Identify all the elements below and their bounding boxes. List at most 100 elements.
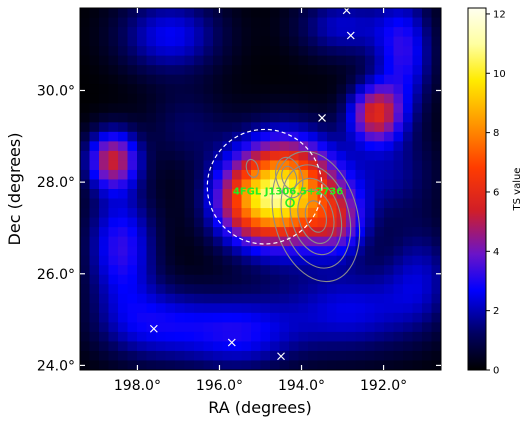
heatmap-cell: [127, 93, 138, 104]
heatmap-cell: [213, 322, 224, 333]
colorbar-tick-label: 2: [493, 306, 499, 317]
heatmap-cell: [317, 303, 328, 314]
heatmap-cell: [99, 112, 110, 123]
heatmap-cell: [232, 27, 243, 38]
heatmap-cell: [194, 65, 205, 76]
heatmap-cell: [422, 189, 433, 200]
heatmap-cell: [108, 150, 119, 162]
heatmap-cell: [80, 303, 91, 314]
heatmap-cell: [431, 322, 441, 333]
heatmap-cell: [298, 265, 309, 276]
heatmap-cell: [431, 246, 441, 257]
heatmap-cell: [279, 27, 290, 38]
heatmap-cell: [374, 274, 385, 285]
heatmap-cell: [127, 227, 138, 238]
heatmap-cell: [374, 217, 385, 228]
heatmap-cell: [194, 112, 205, 123]
heatmap-cell: [137, 293, 148, 304]
heatmap-cell: [241, 284, 252, 295]
heatmap-cell: [127, 217, 138, 228]
heatmap-cell: [336, 65, 347, 76]
heatmap-cell: [175, 27, 186, 38]
heatmap-cell: [241, 265, 252, 276]
heatmap-cell: [374, 122, 385, 133]
heatmap-cell: [336, 255, 347, 266]
heatmap-cell: [127, 8, 138, 19]
heatmap-cell: [203, 122, 214, 133]
heatmap-cell: [336, 46, 347, 57]
heatmap-cell: [118, 8, 129, 19]
heatmap-cell: [260, 150, 271, 162]
heatmap-cell: [80, 284, 91, 295]
heatmap-cell: [431, 227, 441, 238]
heatmap-cell: [251, 122, 262, 133]
heatmap-cell: [251, 65, 262, 76]
heatmap-cell: [422, 322, 433, 333]
heatmap-cell: [99, 36, 110, 47]
heatmap-cell: [289, 274, 300, 285]
heatmap-cell: [298, 141, 309, 152]
heatmap-cell: [213, 350, 224, 362]
heatmap-cell: [99, 8, 110, 19]
heatmap-cell: [336, 160, 347, 171]
heatmap-cell: [260, 350, 271, 362]
heatmap-cell: [355, 274, 366, 285]
heatmap-cell: [327, 150, 338, 162]
heatmap-cell: [241, 131, 252, 142]
heatmap-cell: [279, 255, 290, 266]
heatmap-cell: [99, 141, 110, 152]
heatmap-cell: [118, 360, 129, 370]
heatmap-cell: [203, 236, 214, 247]
heatmap-cell: [384, 284, 395, 295]
colorbar-gradient: [467, 7, 487, 371]
heatmap-cell: [222, 217, 233, 228]
heatmap-cell: [184, 46, 195, 57]
heatmap-cell: [298, 179, 309, 190]
heatmap-cell: [355, 312, 366, 323]
heatmap-cell: [393, 122, 404, 133]
heatmap-cell: [260, 179, 271, 190]
heatmap-cell: [80, 179, 91, 190]
heatmap-cell: [317, 198, 328, 209]
heatmap-cell: [317, 46, 328, 57]
heatmap-cell: [194, 8, 205, 19]
heatmap-cell: [431, 255, 441, 266]
heatmap-cell: [384, 141, 395, 152]
heatmap-cell: [251, 8, 262, 19]
heatmap-cell: [260, 46, 271, 57]
heatmap-cell: [270, 303, 281, 314]
heatmap-cell: [165, 46, 176, 57]
heatmap-cell: [146, 103, 157, 114]
heatmap-cell: [99, 341, 110, 352]
heatmap-cell: [165, 303, 176, 314]
heatmap-cell: [99, 360, 110, 370]
heatmap-cell: [175, 36, 186, 47]
y-tick-label: 26.0°: [37, 267, 75, 283]
heatmap-cell: [374, 322, 385, 333]
heatmap-cell: [222, 189, 233, 200]
heatmap-cell: [241, 8, 252, 19]
heatmap-cell: [317, 360, 328, 370]
heatmap-cell: [108, 208, 119, 219]
heatmap-cell: [260, 103, 271, 114]
heatmap-cell: [137, 341, 148, 352]
heatmap-cell: [403, 322, 414, 333]
heatmap-cell: [260, 312, 271, 323]
heatmap-cell: [146, 36, 157, 47]
heatmap-cell: [355, 112, 366, 123]
heatmap-cell: [137, 217, 148, 228]
heatmap-cell: [184, 189, 195, 200]
heatmap-cell: [241, 189, 252, 200]
heatmap-cell: [422, 179, 433, 190]
heatmap-cell: [403, 141, 414, 152]
heatmap-cell: [422, 93, 433, 104]
heatmap-cell: [289, 303, 300, 314]
heatmap-cell: [365, 150, 376, 162]
heatmap-cell: [260, 198, 271, 209]
heatmap-cell: [137, 93, 148, 104]
heatmap-cell: [251, 208, 262, 219]
heatmap-cell: [374, 265, 385, 276]
heatmap-cell: [108, 350, 119, 362]
heatmap-cell: [346, 350, 357, 362]
heatmap-cell: [222, 103, 233, 114]
